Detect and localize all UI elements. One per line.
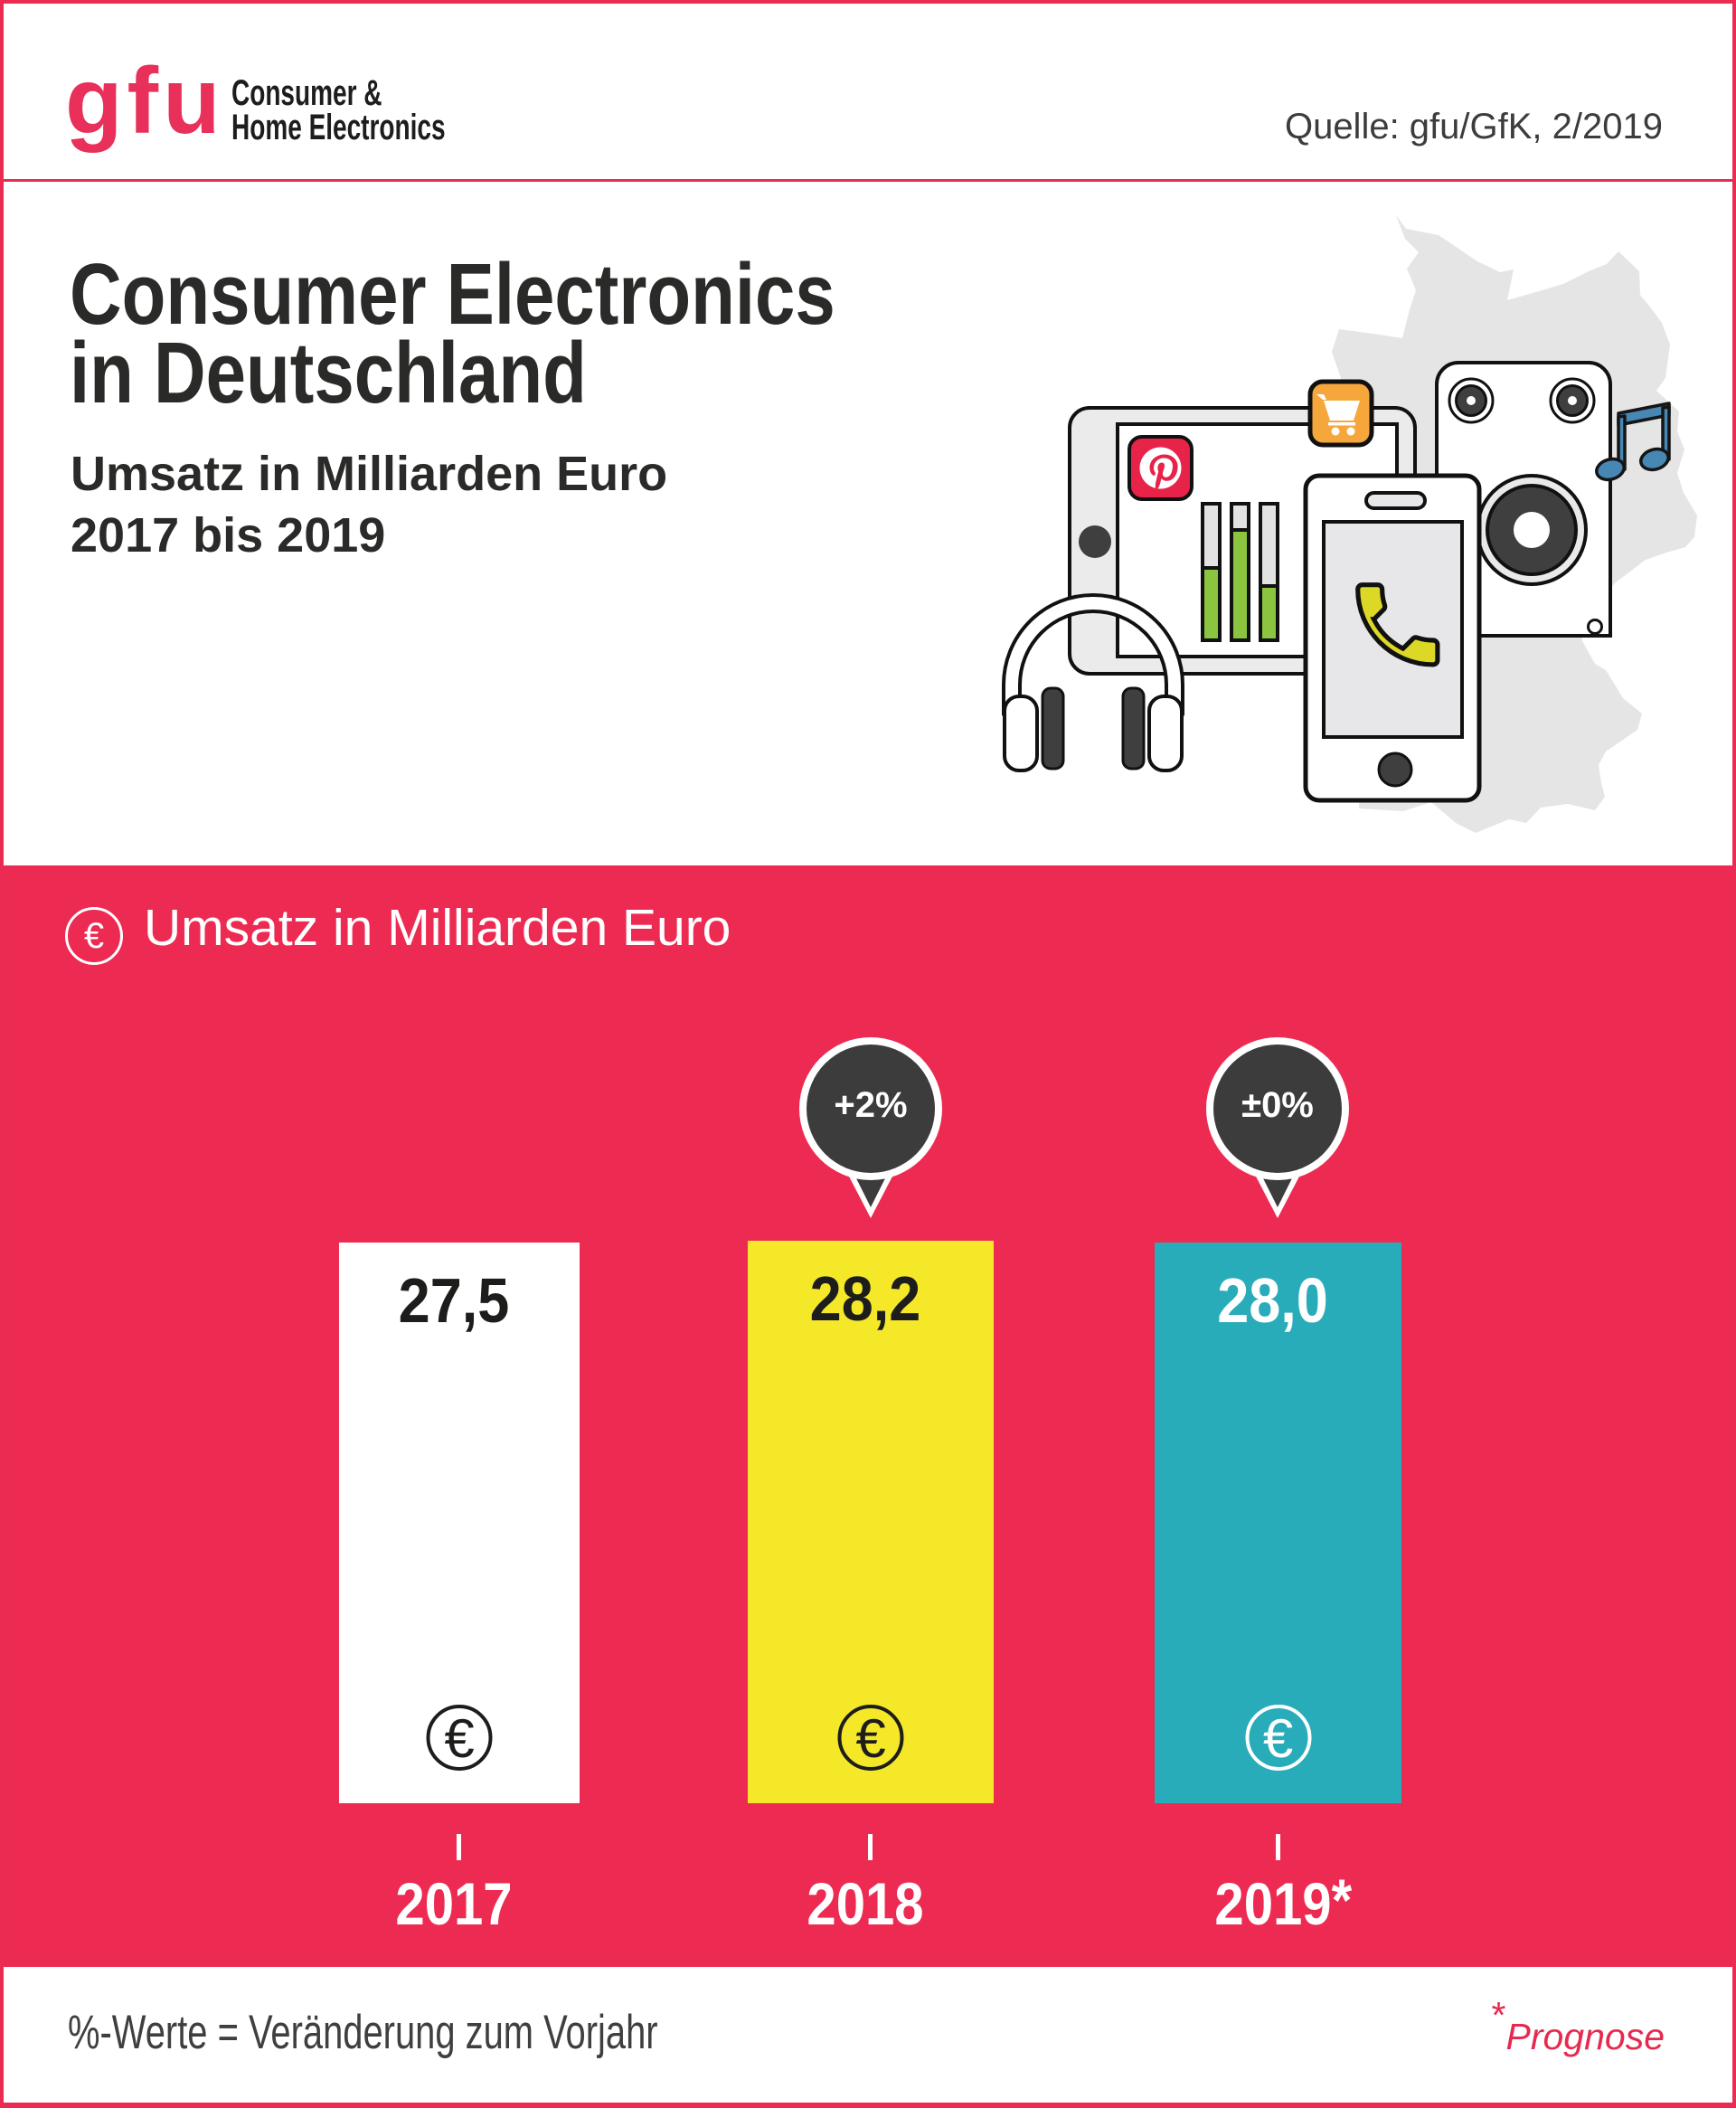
svg-text:±0%: ±0%	[1241, 1085, 1314, 1125]
svg-text:+2%: +2%	[834, 1085, 907, 1125]
